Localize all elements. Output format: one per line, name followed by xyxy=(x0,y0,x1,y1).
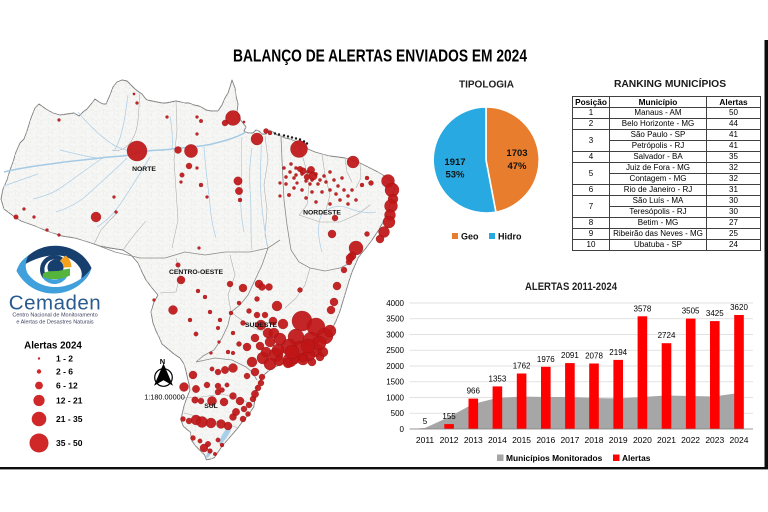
svg-text:1000: 1000 xyxy=(386,393,404,402)
svg-text:e Alertas de Desastres Naturai: e Alertas de Desastres Naturais xyxy=(16,320,94,326)
svg-text:NORDESTE: NORDESTE xyxy=(303,210,341,217)
svg-text:NORTE: NORTE xyxy=(132,166,156,173)
svg-text:12 - 21: 12 - 21 xyxy=(56,396,83,406)
svg-text:1917: 1917 xyxy=(444,157,465,168)
svg-text:47%: 47% xyxy=(507,161,527,172)
svg-text:Centro Nacional de Monitoramen: Centro Nacional de Monitoramento xyxy=(12,313,97,319)
svg-text:2017: 2017 xyxy=(560,435,579,445)
svg-text:2019: 2019 xyxy=(609,435,628,445)
svg-text:6 - 12: 6 - 12 xyxy=(56,381,78,391)
svg-text:2022: 2022 xyxy=(681,435,700,445)
svg-text:53%: 53% xyxy=(445,170,465,181)
svg-text:2024: 2024 xyxy=(730,435,749,445)
svg-text:2011: 2011 xyxy=(416,435,435,445)
svg-text:ALERTAS 2011-2024: ALERTAS 2011-2024 xyxy=(525,281,618,293)
svg-text:5: 5 xyxy=(423,417,428,426)
svg-text:2016: 2016 xyxy=(536,435,555,445)
svg-text:1353: 1353 xyxy=(489,374,507,383)
svg-text:3578: 3578 xyxy=(634,304,652,313)
svg-text:0: 0 xyxy=(400,425,405,434)
svg-text:Alertas 2024: Alertas 2024 xyxy=(24,341,82,352)
svg-text:2020: 2020 xyxy=(633,435,652,445)
svg-text:3620: 3620 xyxy=(730,303,748,312)
svg-text:Cemaden: Cemaden xyxy=(9,292,101,315)
svg-text:3425: 3425 xyxy=(706,309,724,318)
svg-text:2000: 2000 xyxy=(386,362,404,371)
svg-text:155: 155 xyxy=(442,412,456,421)
svg-text:1 - 2: 1 - 2 xyxy=(56,354,73,364)
svg-text:2078: 2078 xyxy=(585,352,603,361)
svg-text:2500: 2500 xyxy=(386,346,404,355)
svg-text:1:180.00000: 1:180.00000 xyxy=(144,393,185,402)
svg-text:2 - 6: 2 - 6 xyxy=(56,367,73,377)
svg-text:4000: 4000 xyxy=(386,299,404,308)
svg-text:1703: 1703 xyxy=(506,148,527,159)
svg-text:Municípios Monitorados: Municípios Monitorados xyxy=(506,453,603,463)
svg-text:SUL: SUL xyxy=(204,403,218,410)
svg-text:3500: 3500 xyxy=(386,315,404,324)
svg-text:2724: 2724 xyxy=(658,331,676,340)
svg-text:3000: 3000 xyxy=(386,330,404,339)
svg-text:2012: 2012 xyxy=(440,435,459,445)
svg-text:500: 500 xyxy=(391,409,405,418)
svg-text:2023: 2023 xyxy=(705,435,724,445)
svg-text:1500: 1500 xyxy=(386,378,404,387)
svg-text:TIPOLOGIA: TIPOLOGIA xyxy=(459,80,514,91)
svg-text:2014: 2014 xyxy=(488,435,507,445)
svg-text:3505: 3505 xyxy=(682,307,700,316)
svg-text:N: N xyxy=(160,357,165,366)
svg-text:2194: 2194 xyxy=(609,348,627,357)
svg-text:2013: 2013 xyxy=(464,435,483,445)
svg-text:CENTRO-OESTE: CENTRO-OESTE xyxy=(169,269,223,276)
svg-text:2021: 2021 xyxy=(657,435,676,445)
svg-text:1762: 1762 xyxy=(513,362,531,371)
svg-text:Geo: Geo xyxy=(461,232,479,242)
svg-text:Hidro: Hidro xyxy=(498,232,522,242)
svg-text:2018: 2018 xyxy=(585,435,604,445)
svg-text:21 - 35: 21 - 35 xyxy=(56,414,83,424)
svg-text:2015: 2015 xyxy=(512,435,531,445)
svg-text:1976: 1976 xyxy=(537,355,555,364)
svg-text:966: 966 xyxy=(467,387,481,396)
svg-text:Alertas: Alertas xyxy=(622,453,651,463)
svg-text:BALANÇO DE ALERTAS ENVIADOS EM: BALANÇO DE ALERTAS ENVIADOS EM 2024 xyxy=(233,46,527,66)
svg-text:SUDESTE: SUDESTE xyxy=(245,322,278,329)
svg-text:2091: 2091 xyxy=(561,351,579,360)
svg-text:35 - 50: 35 - 50 xyxy=(56,438,83,448)
